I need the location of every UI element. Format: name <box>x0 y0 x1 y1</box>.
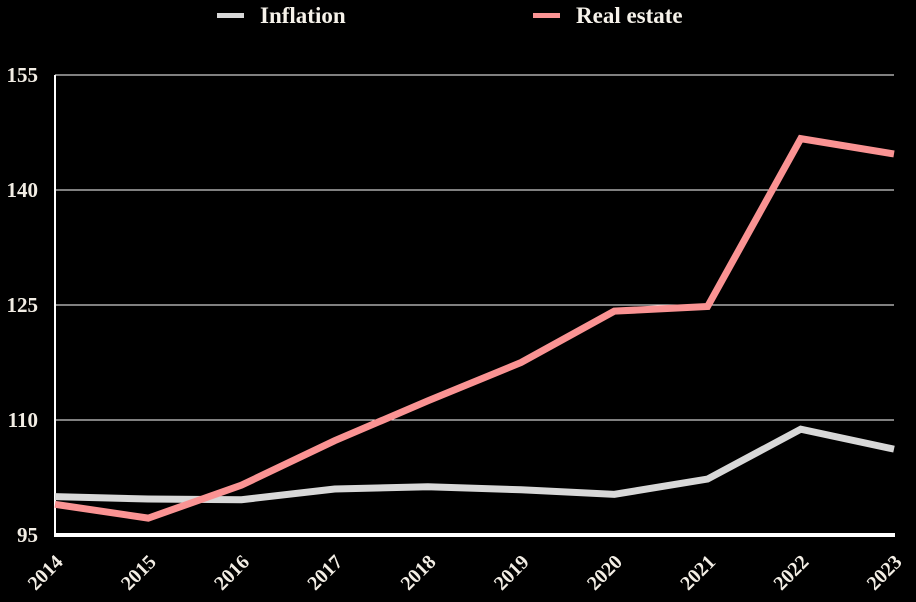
legend-item-inflation: Inflation <box>217 0 346 30</box>
y-axis-tick-label: 110 <box>8 408 38 432</box>
x-axis-tick-label: 2017 <box>303 551 347 595</box>
series-line-real-estate <box>54 134 895 522</box>
x-axis-tick-label: 2019 <box>490 551 534 595</box>
x-axis-tick-label: 2016 <box>210 551 254 595</box>
x-axis-tick-label: 2014 <box>24 551 68 595</box>
series-line-inflation <box>54 425 895 504</box>
legend-label-real-estate: Real estate <box>576 2 683 28</box>
x-axis-tick-label: 2020 <box>583 551 627 595</box>
y-axis-tick-label: 95 <box>17 523 38 547</box>
inflation-line-swatch-icon <box>217 12 244 18</box>
x-axis-tick-label: 2018 <box>397 551 441 595</box>
x-axis-tick-label: 2015 <box>117 551 161 595</box>
legend-item-real-estate: Real estate <box>533 0 683 30</box>
y-axis-tick-label: 155 <box>7 63 39 87</box>
real-estate-line-swatch-icon <box>533 12 560 18</box>
x-axis-tick-label: 2022 <box>769 551 813 595</box>
chart-legend: Inflation Real estate <box>0 0 916 34</box>
x-axis-tick-label: 2023 <box>863 551 907 595</box>
y-axis-tick-label: 140 <box>7 178 39 202</box>
y-axis-tick-label: 125 <box>7 293 39 317</box>
x-axis-tick-label: 2021 <box>676 551 720 595</box>
legend-label-inflation: Inflation <box>260 2 346 28</box>
